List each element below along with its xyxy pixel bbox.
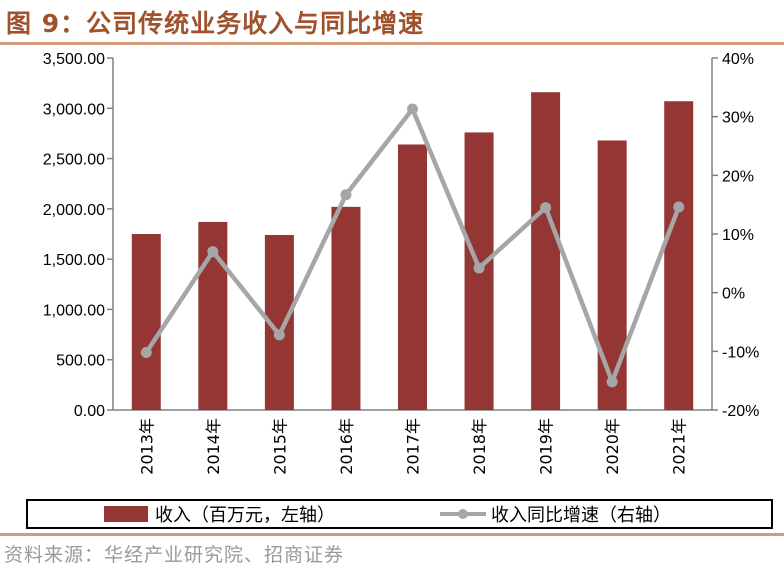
left-axis-tick-label: 2,000.00: [43, 202, 105, 219]
right-axis-tick-label: 20%: [722, 168, 754, 185]
footer-rule: [0, 533, 784, 536]
left-axis-tick-label: 2,500.00: [43, 152, 105, 169]
right-axis-tick-label: 10%: [722, 227, 754, 244]
x-tick-label: 2018年: [470, 418, 489, 475]
x-tick-label: 2016年: [337, 418, 356, 475]
x-tick-label: 2015年: [270, 418, 289, 475]
title-rule: [0, 42, 784, 45]
right-axis-tick-label: 40%: [722, 51, 754, 68]
left-axis-tick-label: 3,500.00: [43, 51, 105, 68]
left-axis-tick-label: 1,500.00: [43, 252, 105, 269]
right-axis-tick-label: -10%: [722, 344, 759, 361]
left-axis-tick-label: 1,000.00: [43, 302, 105, 319]
left-axis-tick-label: 0.00: [74, 403, 105, 420]
bar: [398, 144, 427, 410]
growth-point: [540, 202, 552, 214]
x-tick-label: 2013年: [137, 418, 156, 475]
left-axis-tick-label: 3,000.00: [43, 101, 105, 118]
bar: [664, 101, 694, 410]
growth-point: [207, 246, 219, 258]
legend-bar-label: 收入（百万元，左轴）: [155, 505, 335, 526]
growth-point: [140, 347, 152, 359]
legend-bar-swatch: [104, 506, 148, 522]
legend-line-marker: [458, 509, 468, 519]
right-axis-tick-label: 0%: [722, 286, 745, 303]
x-tick-label: 2021年: [670, 418, 689, 475]
bar: [131, 234, 161, 410]
right-axis-tick-label: -20%: [722, 403, 759, 420]
left-axis-tick-label: 500.00: [56, 353, 105, 370]
legend: 收入（百万元，左轴） 收入同比增速（右轴）: [26, 499, 773, 529]
line-series: [140, 103, 685, 388]
x-tick-label: 2017年: [404, 418, 423, 475]
legend-line-label: 收入同比增速（右轴）: [491, 505, 671, 526]
growth-point: [407, 103, 418, 115]
x-tick-label: 2019年: [537, 418, 556, 475]
x-tick-label: 2014年: [204, 418, 223, 475]
growth-point: [673, 201, 685, 213]
right-axis: -20% -10% 0% 10% 20% 30% 40%: [711, 51, 759, 420]
x-tick-label: 2020年: [603, 418, 622, 475]
growth-point: [606, 376, 618, 388]
figure-title: 图 9：公司传统业务收入与同比增速: [6, 9, 425, 38]
right-axis-tick-label: 30%: [722, 110, 754, 127]
growth-point: [273, 329, 285, 341]
bar: [597, 140, 627, 410]
legend-box: [26, 499, 773, 529]
growth-point: [473, 262, 485, 274]
x-axis-labels: 2013年 2014年 2015年 2016年 2017年 2018年 2019年 2020年…: [137, 418, 688, 475]
bar: [331, 206, 361, 410]
growth-point: [340, 189, 352, 201]
bar: [531, 92, 561, 411]
source-note: 资料来源：华经产业研究院、招商证券: [4, 544, 345, 566]
